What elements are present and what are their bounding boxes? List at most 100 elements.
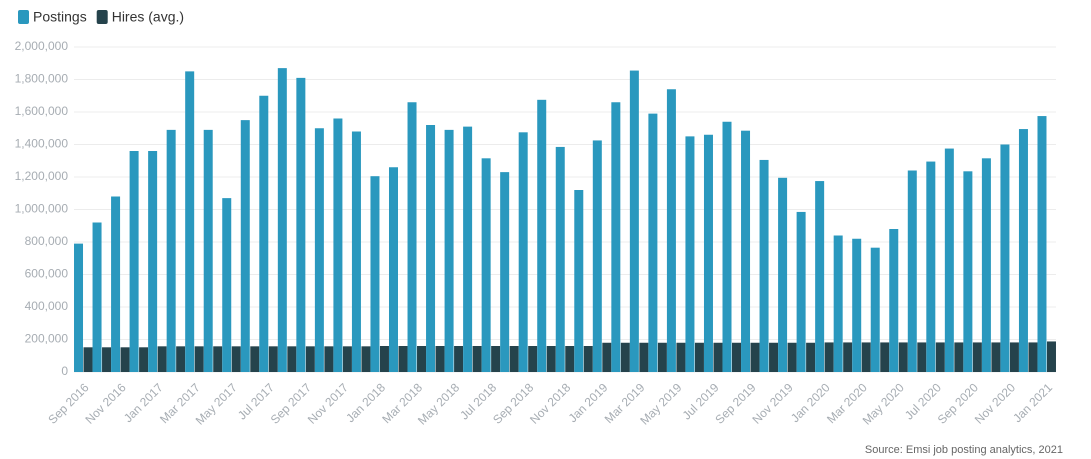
bar bbox=[648, 113, 658, 372]
bar bbox=[296, 77, 306, 372]
bar bbox=[898, 342, 908, 372]
bar bbox=[398, 346, 408, 372]
bar bbox=[361, 346, 371, 372]
bar bbox=[157, 346, 167, 372]
bar bbox=[268, 346, 278, 372]
bar bbox=[435, 346, 445, 372]
bar bbox=[676, 342, 686, 372]
bar bbox=[74, 243, 84, 372]
legend-label: Hires (avg.) bbox=[112, 9, 184, 25]
bar bbox=[944, 148, 954, 372]
bar bbox=[463, 126, 473, 372]
bar bbox=[592, 140, 602, 372]
bar bbox=[129, 151, 139, 372]
legend-swatch bbox=[18, 10, 29, 24]
bar bbox=[907, 170, 917, 372]
bar bbox=[426, 125, 436, 372]
bar bbox=[833, 235, 843, 372]
bar bbox=[203, 129, 213, 372]
y-tick-label: 1,400,000 bbox=[15, 137, 69, 151]
y-tick-label: 2,000,000 bbox=[15, 39, 69, 53]
bar bbox=[806, 342, 816, 372]
y-tick-label: 1,800,000 bbox=[15, 72, 69, 86]
bar bbox=[139, 347, 149, 372]
bar bbox=[981, 158, 991, 372]
bar bbox=[759, 159, 769, 372]
bar bbox=[1046, 341, 1056, 372]
bar bbox=[1018, 129, 1028, 372]
legend-swatch bbox=[96, 10, 108, 24]
bar bbox=[926, 161, 936, 372]
bar bbox=[546, 346, 556, 372]
bar bbox=[787, 342, 797, 372]
bar bbox=[685, 136, 695, 372]
x-tick-label: Nov 2018 bbox=[527, 380, 573, 426]
y-tick-label: 1,600,000 bbox=[15, 104, 69, 118]
bar bbox=[166, 129, 176, 372]
bar bbox=[555, 146, 565, 372]
bar bbox=[1028, 342, 1038, 372]
bar bbox=[870, 247, 880, 372]
bar bbox=[750, 342, 760, 372]
bar bbox=[250, 346, 260, 372]
bar bbox=[342, 346, 352, 372]
bar bbox=[574, 190, 584, 372]
bar bbox=[120, 347, 130, 372]
bar bbox=[528, 346, 538, 372]
bar bbox=[694, 342, 704, 372]
bar bbox=[843, 342, 853, 372]
bar bbox=[769, 342, 779, 372]
bar bbox=[388, 167, 398, 372]
bar bbox=[620, 342, 630, 372]
x-tick-label: May 2017 bbox=[193, 380, 240, 427]
bar bbox=[417, 346, 427, 372]
y-tick-label: 1,200,000 bbox=[15, 169, 69, 183]
bar bbox=[213, 346, 223, 372]
bar bbox=[583, 346, 593, 372]
y-tick-label: 200,000 bbox=[25, 332, 69, 346]
bar bbox=[657, 342, 667, 372]
bar bbox=[444, 129, 454, 372]
bar bbox=[991, 342, 1001, 372]
bar bbox=[722, 121, 732, 372]
bar bbox=[602, 342, 612, 372]
bar bbox=[491, 346, 501, 372]
x-tick-label: May 2019 bbox=[637, 380, 684, 427]
bar bbox=[324, 346, 334, 372]
bar bbox=[231, 346, 241, 372]
y-tick-label: 0 bbox=[61, 364, 68, 378]
bar bbox=[185, 71, 195, 372]
bar bbox=[240, 120, 250, 372]
bar bbox=[92, 222, 102, 372]
bar bbox=[314, 128, 324, 372]
legend-label: Postings bbox=[33, 9, 87, 25]
bar bbox=[509, 346, 519, 372]
bar bbox=[889, 229, 899, 372]
bar bbox=[963, 171, 973, 372]
bar bbox=[518, 132, 528, 372]
bar bbox=[732, 342, 742, 372]
bar bbox=[703, 134, 713, 372]
bar bbox=[815, 181, 825, 372]
bar bbox=[917, 342, 927, 372]
y-tick-label: 1,000,000 bbox=[15, 202, 69, 216]
bar bbox=[305, 346, 315, 372]
bar bbox=[972, 342, 982, 372]
bar bbox=[277, 68, 287, 372]
bar bbox=[102, 347, 112, 372]
bar bbox=[778, 177, 788, 372]
bar bbox=[1037, 116, 1047, 372]
bar bbox=[176, 346, 186, 372]
bar bbox=[639, 342, 649, 372]
source-note: Source: Emsi job posting analytics, 2021 bbox=[865, 444, 1063, 456]
bar bbox=[333, 118, 343, 372]
bar bbox=[713, 342, 723, 372]
bar bbox=[954, 342, 964, 372]
x-tick-label: Nov 2017 bbox=[305, 380, 351, 426]
bar bbox=[370, 176, 380, 372]
bar bbox=[111, 196, 121, 372]
bar bbox=[351, 131, 361, 372]
bar bbox=[148, 151, 158, 372]
x-tick-label: May 2020 bbox=[860, 380, 907, 427]
bar bbox=[611, 102, 621, 372]
